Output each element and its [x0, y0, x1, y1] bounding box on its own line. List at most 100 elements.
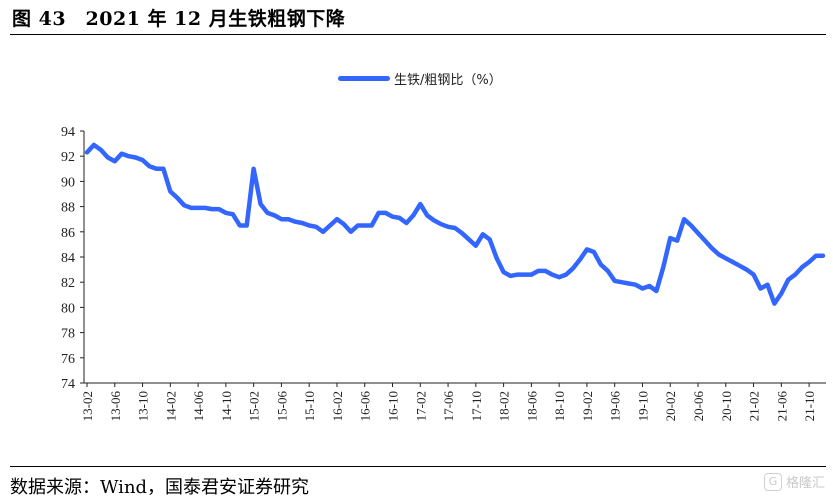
y-tick-label: 74 — [61, 377, 75, 392]
data-point — [780, 292, 783, 295]
data-point — [745, 268, 748, 271]
data-point — [433, 219, 436, 222]
data-point — [585, 248, 589, 251]
data-point — [210, 207, 214, 211]
data-point — [85, 151, 89, 154]
data-point — [259, 202, 262, 206]
x-tick-label: 14-02 — [163, 391, 178, 421]
data-point — [530, 273, 533, 276]
legend-swatch — [338, 76, 390, 81]
data-point — [446, 225, 450, 228]
data-point — [523, 273, 526, 276]
x-tick-label: 18-06 — [524, 391, 539, 422]
data-point — [363, 224, 366, 227]
title-underline — [10, 34, 826, 35]
data-point — [294, 220, 297, 223]
x-tick-label: 15-10 — [302, 391, 317, 421]
data-point — [377, 211, 380, 215]
data-point — [231, 213, 234, 216]
x-tick-label: 15-02 — [247, 391, 262, 421]
data-point — [606, 269, 609, 273]
data-point — [613, 279, 616, 283]
data-point — [627, 282, 630, 285]
data-point — [509, 274, 512, 278]
data-point — [266, 211, 269, 215]
data-point — [287, 218, 290, 221]
y-tick-label: 94 — [61, 125, 75, 140]
data-point — [217, 207, 221, 211]
x-tick-label: 17-02 — [413, 391, 428, 421]
data-point — [120, 152, 123, 155]
data-point — [426, 214, 429, 217]
data-point — [578, 258, 582, 261]
watermark-label: 格隆汇 — [785, 476, 825, 491]
data-point — [481, 233, 484, 236]
data-point — [349, 230, 352, 233]
data-point — [245, 224, 248, 227]
x-tick-label: 19-10 — [635, 391, 650, 421]
x-tick-label: 20-10 — [719, 391, 734, 421]
data-point — [516, 273, 519, 276]
x-tick-label: 16-06 — [358, 391, 373, 422]
y-tick-label: 80 — [61, 301, 75, 316]
series-line-pig-iron-crude-steel-ratio — [84, 142, 826, 306]
x-tick-label: 17-10 — [469, 391, 484, 421]
data-point — [641, 287, 644, 290]
data-point — [620, 281, 623, 284]
data-point — [682, 218, 686, 221]
y-tick-label: 76 — [61, 352, 75, 367]
x-tick-label: 21-02 — [747, 391, 762, 421]
data-point — [724, 257, 727, 260]
data-point — [141, 158, 144, 162]
data-point — [801, 265, 804, 269]
data-point — [335, 218, 339, 221]
data-point — [92, 143, 96, 147]
data-point — [196, 206, 200, 210]
x-tick-label: 20-02 — [663, 391, 678, 421]
y-tick-label: 82 — [61, 276, 75, 291]
watermark-logo-icon: G — [763, 472, 782, 491]
data-point — [752, 273, 755, 276]
data-point — [328, 224, 332, 227]
data-point — [301, 221, 304, 225]
data-point — [162, 167, 165, 170]
data-point — [273, 214, 276, 217]
data-point — [717, 253, 720, 256]
data-point — [592, 250, 596, 254]
data-point — [134, 156, 137, 159]
data-point — [419, 202, 422, 206]
x-tick-label: 16-02 — [330, 391, 345, 421]
y-tick-label: 78 — [61, 327, 75, 342]
data-point — [488, 238, 491, 241]
data-point — [183, 204, 186, 207]
x-tick-label: 17-06 — [441, 391, 456, 422]
data-source-note: 数据来源：Wind，国泰君安证券研究 — [10, 477, 310, 498]
data-point — [821, 254, 825, 257]
watermark: G 格隆汇 — [763, 472, 825, 491]
data-point — [398, 216, 401, 220]
data-point — [467, 238, 471, 241]
data-point — [474, 244, 477, 247]
x-tick-label: 15-06 — [274, 391, 289, 422]
data-point — [703, 239, 707, 242]
data-point — [558, 276, 561, 279]
x-tick-label: 16-10 — [386, 391, 401, 421]
data-point — [412, 214, 415, 217]
data-point — [571, 267, 575, 270]
x-tick-label: 14-10 — [219, 391, 234, 421]
data-point — [759, 287, 762, 290]
data-point — [155, 167, 158, 170]
data-point — [738, 264, 741, 267]
data-point — [495, 257, 498, 260]
x-tick-label: 13-02 — [80, 391, 95, 421]
x-tick-label: 21-10 — [802, 391, 817, 421]
x-tick-label: 19-02 — [580, 391, 595, 421]
y-tick-label: 90 — [61, 175, 75, 190]
data-point — [794, 273, 797, 276]
data-point — [669, 236, 672, 240]
data-point — [356, 224, 359, 227]
chart-legend: 生铁/粗钢比（%） — [338, 69, 502, 88]
data-point — [308, 224, 311, 227]
source-divider — [10, 466, 826, 467]
x-tick-label: 19-06 — [608, 391, 623, 422]
